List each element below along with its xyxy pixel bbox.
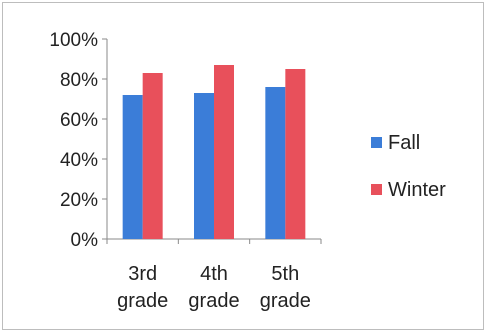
x-axis-ticks: 3rd grade 4th grade 5th grade <box>106 239 322 312</box>
y-tick-label: 60% <box>60 110 98 131</box>
bar-winter-3 <box>285 69 306 239</box>
x-tick-label: 4th grade <box>188 263 239 312</box>
legend-swatch-winter <box>371 184 382 195</box>
bar-fall-3 <box>265 87 286 239</box>
legend: Fall Winter <box>371 132 446 201</box>
y-axis-ticks: 0% 20% 40% 60% 80% 100% <box>49 30 107 251</box>
x-tick-label: 3rd grade <box>117 263 168 312</box>
y-tick-label: 0% <box>71 230 99 251</box>
y-tick-label: 100% <box>49 30 98 51</box>
y-tick-label: 80% <box>60 70 98 91</box>
legend-swatch-fall <box>371 137 382 148</box>
bar-winter-2 <box>214 65 234 239</box>
bar-chart: 0% 20% 40% 60% 80% 100% 3rd grade 4th grade 5th gr… <box>49 30 446 312</box>
x-tick-label: 5th grade <box>260 263 311 312</box>
y-tick-label: 20% <box>60 190 98 211</box>
legend-label-winter: Winter <box>388 179 446 201</box>
bar-fall-1 <box>122 95 143 239</box>
y-tick-label: 40% <box>60 150 98 171</box>
bar-winter-1 <box>142 73 163 239</box>
bars <box>122 65 306 239</box>
bar-fall-2 <box>194 93 214 239</box>
chart-frame: 0% 20% 40% 60% 80% 100% 3rd grade 4th grade 5th gr… <box>2 2 484 330</box>
legend-label-fall: Fall <box>388 132 420 154</box>
